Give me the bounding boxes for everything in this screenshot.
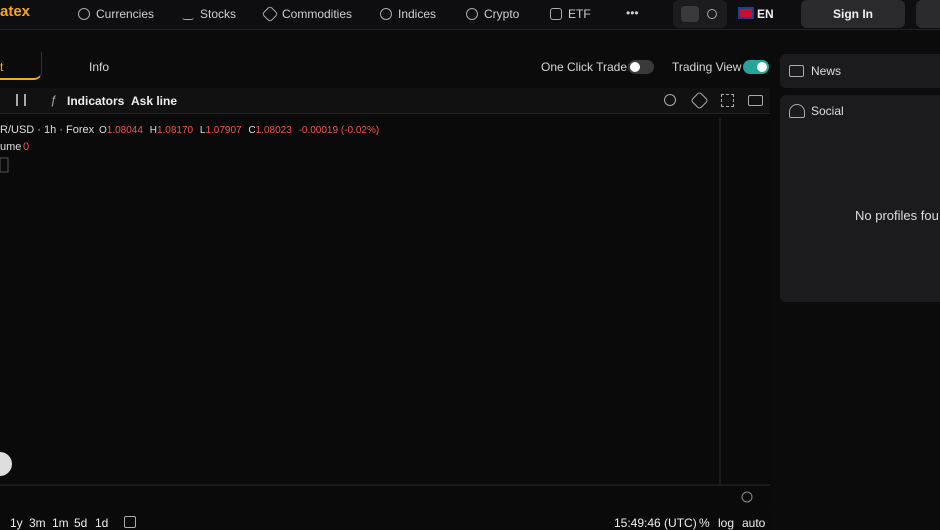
legend-key: L: [200, 125, 206, 136]
toggle-label: One Click Trade: [541, 60, 628, 74]
social-panel: Social No profiles fou: [780, 95, 940, 302]
legend-value: 1.08044: [107, 125, 144, 136]
volume-label: ume: [0, 141, 21, 153]
log-toggle[interactable]: log: [718, 516, 735, 530]
range-button[interactable]: 1d: [95, 516, 109, 530]
flag: [738, 7, 754, 19]
nav-label: Currencies: [96, 7, 155, 21]
symbol: R/USD · 1h · Forex: [0, 124, 95, 136]
toggle[interactable]: [743, 60, 769, 74]
nav-label: Commodities: [282, 7, 353, 21]
nav-item[interactable]: ETF: [550, 7, 591, 21]
legend-key: O: [99, 125, 107, 136]
legend-toggle[interactable]: [0, 157, 9, 173]
tv-logo: [0, 452, 12, 476]
button[interactable]: [916, 0, 940, 28]
legend-value: 1.07907: [205, 125, 242, 136]
social-icon: [789, 104, 805, 118]
nav-label: Stocks: [200, 7, 237, 21]
theme-toggle[interactable]: [673, 0, 727, 28]
fx-icon: ƒ: [50, 93, 57, 107]
sun-icon: [707, 9, 717, 19]
chart-background: [0, 118, 770, 508]
nav-item[interactable]: Crypto: [466, 7, 519, 21]
volume-value: 0: [23, 141, 29, 153]
range-button[interactable]: 1m: [52, 516, 69, 530]
legend-key: C: [248, 125, 255, 136]
empty-message: No profiles fou: [855, 208, 939, 223]
nav-item[interactable]: Commodities: [261, 5, 353, 23]
clock: 15:49:46 (UTC): [614, 516, 697, 530]
candle-icon[interactable]: [16, 94, 26, 106]
news-title: News: [811, 64, 842, 78]
tab-active[interactable]: t: [0, 52, 42, 80]
legend-value: 1.08023: [256, 125, 293, 136]
zoom-icon[interactable]: [664, 94, 676, 106]
percent-toggle[interactable]: %: [699, 516, 710, 530]
ohlc-legend: O1.08044 H1.08170 L1.07907 C1.08023 -0.0…: [99, 125, 379, 136]
social-title: Social: [811, 104, 844, 118]
news-panel[interactable]: News: [780, 54, 940, 88]
chart: R/USD · 1h · Forex ume 0 O1.08044 H1.081…: [0, 118, 770, 508]
toggle-knob: [757, 62, 767, 72]
fullscreen-icon[interactable]: [721, 94, 734, 107]
sign-in[interactable]: Sign In: [801, 0, 905, 28]
nav-label: ETF: [568, 7, 591, 21]
top-bar: atex Currencies Stocks Commodities Indic…: [0, 0, 940, 30]
legend-value: 1.08170: [157, 125, 194, 136]
toggle-knob: [630, 62, 640, 72]
chart-toolbar: ƒ Indicators Ask line: [0, 88, 770, 114]
moon-icon: [681, 6, 699, 22]
camera-icon[interactable]: [748, 95, 763, 106]
date-range-icon[interactable]: [124, 516, 136, 528]
nav-item[interactable]: Stocks: [182, 7, 236, 21]
labels: R/USD · 1h · Forex ume 0 O1.08044 H1.081…: [0, 124, 753, 503]
toggle[interactable]: [628, 60, 654, 74]
language[interactable]: EN: [757, 7, 774, 21]
range-button[interactable]: 1y: [10, 516, 23, 530]
tab-label: t: [0, 60, 4, 74]
range-button[interactable]: 5d: [74, 516, 88, 530]
settings-icon[interactable]: [690, 91, 709, 110]
toggle-label: Trading View: [672, 60, 742, 74]
logo[interactable]: atex: [0, 3, 31, 20]
legend-key: H: [150, 125, 157, 136]
tab[interactable]: Info: [89, 60, 110, 74]
news-icon: [789, 65, 804, 77]
chart-footer: 1y 3m 1m 5d 1d 15:49:46 (UTC) % log auto: [0, 510, 770, 530]
legend-change: -0.00019 (-0.02%): [299, 125, 380, 136]
axis-settings[interactable]: [741, 491, 753, 503]
nav-item[interactable]: Currencies: [78, 7, 154, 21]
indicators[interactable]: Indicators: [67, 94, 125, 108]
nav-label: Indices: [398, 7, 437, 21]
ask-line[interactable]: Ask line: [131, 94, 178, 108]
more-menu[interactable]: •••: [626, 6, 639, 20]
auto-toggle[interactable]: auto: [742, 516, 766, 530]
nav-label: Crypto: [484, 7, 520, 21]
nav-item[interactable]: Indices: [380, 7, 436, 21]
range-button[interactable]: 3m: [29, 516, 46, 530]
